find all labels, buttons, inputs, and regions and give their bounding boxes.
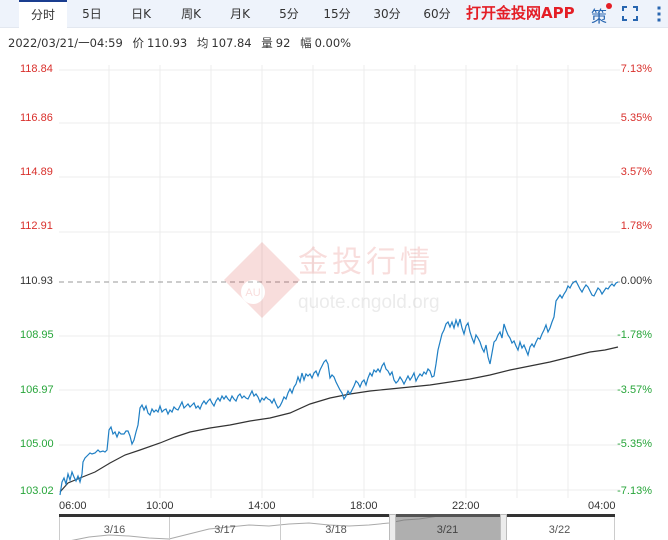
navigator-day-3-17[interactable]: 3/17 — [169, 517, 280, 540]
y-tick-right-7: -5.35% — [617, 438, 652, 450]
tab-daily-k[interactable]: 日K — [131, 7, 151, 21]
y-tick-left-0: 118.84 — [20, 63, 53, 75]
y-tick-right-1: 5.35% — [620, 112, 652, 124]
date-range-navigator[interactable]: 3/16 3/17 3/18 3/21 3/22 — [59, 514, 615, 540]
y-tick-left-3: 112.91 — [20, 220, 53, 232]
price-label: 价 — [132, 36, 144, 50]
y-tick-right-0: 7.13% — [620, 63, 652, 75]
x-tick-3: 18:00 — [350, 500, 378, 512]
navigator-day-label: 3/21 — [436, 524, 459, 536]
y-tick-right-2: 3.57% — [620, 166, 652, 178]
y-tick-left-8: 103.02 — [20, 485, 54, 497]
navigator-selection[interactable] — [394, 514, 504, 540]
y-tick-right-4: 0.00% — [620, 275, 652, 287]
navigator-day-label: 3/18 — [325, 524, 347, 536]
y-tick-right-3: 1.78% — [620, 220, 652, 232]
open-app-link[interactable]: 打开金投网APP — [466, 4, 575, 22]
x-tick-4: 22:00 — [452, 500, 480, 512]
y-tick-right-5: -1.78% — [617, 329, 652, 341]
quote-datetime: 2022/03/21/一04:59 — [8, 36, 123, 50]
tab-intraday[interactable]: 分时 — [19, 0, 67, 29]
price-line — [59, 280, 619, 496]
navigator-day-3-16[interactable]: 3/16 — [59, 517, 169, 540]
x-tick-5: 04:00 — [588, 500, 616, 512]
y-tick-left-4: 110.93 — [20, 275, 53, 287]
navigator-right-handle[interactable] — [500, 514, 507, 540]
y-tick-left-1: 116.86 — [20, 112, 53, 124]
tab-5day[interactable]: 5日 — [82, 7, 102, 21]
tab-15min[interactable]: 15分 — [323, 7, 351, 21]
x-tick-2: 14:00 — [248, 500, 276, 512]
tab-60min[interactable]: 60分 — [423, 7, 451, 21]
tab-5min[interactable]: 5分 — [279, 7, 299, 21]
y-tick-left-5: 108.95 — [20, 329, 54, 341]
change-label: 幅 — [300, 36, 312, 50]
change-value: 0.00% — [314, 36, 352, 50]
y-tick-right-6: -3.57% — [617, 384, 652, 396]
price-value: 110.93 — [146, 36, 188, 50]
strategy-button[interactable]: 策 — [591, 3, 613, 27]
tab-30min[interactable]: 30分 — [373, 7, 401, 21]
navigator-day-label: 3/16 — [103, 524, 126, 536]
navigator-day-3-22[interactable]: 3/22 — [504, 517, 615, 540]
chart-plot-svg: AU 金投行情 quote.cngold.org — [59, 65, 620, 498]
fullscreen-icon[interactable] — [622, 6, 638, 21]
volume-label: 量 — [261, 36, 273, 50]
average-price-line — [59, 346, 619, 493]
intraday-chart[interactable]: AU 金投行情 quote.cngold.org 118.84 116.86 1… — [0, 60, 668, 540]
tab-monthly-k[interactable]: 月K — [230, 7, 250, 21]
x-tick-1: 10:00 — [146, 500, 174, 512]
period-tab-bar: 分时 5日 日K 周K 月K 5分 15分 30分 60分 打开金投网APP 策 — [0, 0, 668, 29]
navigator-day-3-21[interactable]: 3/21 — [391, 517, 504, 540]
x-tick-0: 06:00 — [59, 500, 87, 512]
y-tick-right-8: -7.13% — [617, 485, 652, 497]
watermark: AU 金投行情 quote.cngold.org — [224, 242, 440, 318]
more-vertical-icon[interactable] — [657, 6, 661, 22]
notification-dot-icon — [606, 3, 613, 9]
svg-text:quote.cngold.org: quote.cngold.org — [298, 292, 440, 313]
svg-text:金投行情: 金投行情 — [298, 245, 434, 280]
y-tick-left-6: 106.97 — [20, 384, 54, 396]
navigator-day-label: 3/22 — [548, 524, 571, 536]
navigator-day-3-18[interactable]: 3/18 — [280, 517, 391, 540]
svg-text:AU: AU — [245, 287, 260, 299]
avg-value: 107.84 — [211, 36, 252, 50]
volume-value: 92 — [275, 36, 291, 50]
y-tick-left-2: 114.89 — [20, 166, 53, 178]
navigator-left-handle[interactable] — [389, 514, 396, 540]
navigator-day-label: 3/17 — [214, 524, 236, 536]
strategy-label: 策 — [591, 7, 608, 26]
horizontal-gridlines — [59, 69, 620, 491]
navigator-mini-chart — [71, 517, 436, 540]
y-tick-left-7: 105.00 — [20, 438, 54, 450]
tab-weekly-k[interactable]: 周K — [181, 7, 201, 21]
avg-label: 均 — [196, 36, 209, 50]
